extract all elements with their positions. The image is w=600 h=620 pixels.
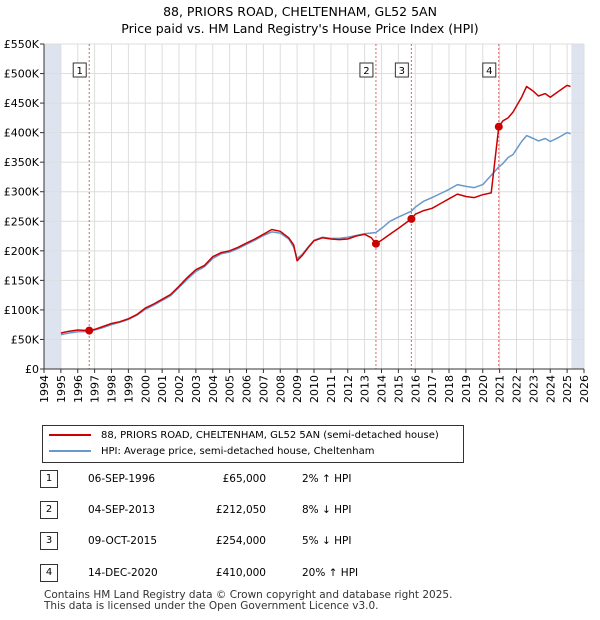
sale-label: 3: [399, 66, 405, 77]
y-tick-label: £0: [25, 363, 39, 376]
transaction-hpi-diff: 5% ↓ HPI: [302, 535, 352, 547]
x-tick-label: 2026: [578, 375, 591, 403]
sale-label-box: [72, 62, 87, 78]
transaction-price: £65,000: [222, 473, 266, 485]
series-line-property: [60, 84, 571, 334]
x-tick-label: 2000: [139, 375, 152, 403]
x-tick-label: 2010: [308, 375, 321, 403]
y-tick-label: £150K: [4, 274, 40, 287]
x-tick-label: 1998: [106, 375, 119, 403]
y-tick-label: £450K: [4, 97, 40, 110]
x-tick-label: 2004: [207, 375, 220, 403]
x-tick-label: 1996: [72, 375, 85, 403]
x-tick-label: 2011: [325, 375, 338, 403]
transaction-hpi-diff: 20% ↑ HPI: [302, 567, 359, 579]
x-tick-label: 2016: [409, 375, 422, 403]
y-tick-label: £300K: [4, 186, 40, 199]
sale-label: 4: [486, 66, 492, 77]
sale-point: [407, 214, 416, 223]
x-tick-label: 2019: [460, 375, 473, 403]
shaded-range: [571, 44, 584, 369]
x-tick-label: 2013: [359, 375, 372, 403]
x-tick-label: 2024: [544, 375, 557, 403]
legend-label-hpi: HPI: Average price, semi-detached house,…: [101, 446, 375, 457]
sale-point: [494, 122, 503, 131]
x-tick-label: 2002: [173, 375, 186, 403]
legend-item-property: 88, PRIORS ROAD, CHELTENHAM, GL52 5AN (s…: [49, 430, 439, 441]
y-tick-label: £400K: [4, 127, 40, 140]
table-row: 1 06-SEP-1996 £65,000 2% ↑ HPI: [40, 470, 460, 490]
y-tick-label: £350K: [4, 156, 40, 169]
sale-label-box: [394, 62, 409, 78]
sale-label-box: [359, 62, 374, 78]
x-tick-label: 1999: [122, 375, 135, 403]
x-tick-label: 2005: [224, 375, 237, 403]
sale-point: [371, 239, 380, 248]
footer-license: This data is licensed under the Open Gov…: [44, 600, 379, 612]
legend-item-hpi: HPI: Average price, semi-detached house,…: [49, 446, 374, 457]
legend-label-property: 88, PRIORS ROAD, CHELTENHAM, GL52 5AN (s…: [101, 430, 439, 441]
sale-label-box: [482, 62, 497, 78]
transaction-number: 4: [40, 564, 58, 582]
y-tick-label: £100K: [4, 304, 40, 317]
transaction-date: 14-DEC-2020: [88, 567, 158, 579]
x-tick-label: 1995: [55, 375, 68, 403]
y-tick-label: £50K: [11, 333, 40, 346]
transaction-date: 04-SEP-2013: [88, 504, 156, 516]
x-tick-label: 2017: [426, 375, 439, 403]
x-tick-label: 1997: [89, 375, 102, 403]
transaction-number: 1: [40, 470, 58, 488]
transaction-price: £254,000: [215, 535, 266, 547]
x-tick-label: 2012: [342, 375, 355, 403]
table-row: 2 04-SEP-2013 £212,050 8% ↓ HPI: [40, 501, 460, 521]
x-tick-label: 2022: [511, 375, 524, 403]
x-tick-label: 2018: [443, 375, 456, 403]
transaction-date: 06-SEP-1996: [88, 473, 156, 485]
y-tick-label: £200K: [4, 245, 40, 258]
x-tick-label: 2007: [257, 375, 270, 403]
x-tick-label: 2014: [376, 375, 389, 403]
transaction-number: 2: [40, 501, 58, 519]
transaction-hpi-diff: 8% ↓ HPI: [302, 504, 352, 516]
x-tick-label: 2015: [392, 375, 405, 403]
footer: Contains HM Land Registry data © Crown c…: [44, 590, 452, 612]
transaction-price: £410,000: [215, 567, 266, 579]
transaction-number: 3: [40, 532, 58, 550]
transaction-date: 09-OCT-2015: [88, 535, 157, 547]
x-tick-label: 1994: [38, 375, 51, 403]
price-chart: 1 2 3 4 £0 £50K £100K £150K £200K £250K £300K £350…: [4, 38, 591, 403]
x-tick-label: 2003: [190, 375, 203, 403]
sale-label: 2: [363, 66, 369, 77]
x-tick-label: 2020: [477, 375, 490, 403]
x-tick-label: 2023: [527, 375, 540, 403]
footer-copyright: Contains HM Land Registry data © Crown c…: [44, 589, 453, 601]
chart-title: 88, PRIORS ROAD, CHELTENHAM, GL52 5AN: [163, 4, 437, 19]
chart-subtitle: Price paid vs. HM Land Registry's House …: [121, 21, 479, 36]
table-row: 3 09-OCT-2015 £254,000 5% ↓ HPI: [40, 532, 460, 552]
transaction-price: £212,050: [215, 504, 266, 516]
legend-line-property: [49, 434, 91, 436]
shaded-range: [44, 44, 61, 369]
y-tick-label: £250K: [4, 215, 40, 228]
x-tick-label: 2025: [561, 375, 574, 403]
sale-point: [85, 326, 94, 335]
x-tick-label: 2006: [241, 375, 254, 403]
transaction-hpi-diff: 2% ↑ HPI: [302, 473, 352, 485]
sale-label: 1: [77, 66, 83, 77]
legend-line-hpi: [49, 450, 91, 452]
x-tick-label: 2001: [156, 375, 169, 403]
x-tick-label: 2021: [494, 375, 507, 403]
table-row: 4 14-DEC-2020 £410,000 20% ↑ HPI: [40, 564, 460, 584]
y-tick-label: £550K: [4, 38, 40, 51]
y-tick-label: £500K: [4, 68, 40, 81]
x-tick-label: 2009: [291, 375, 304, 403]
legend: 88, PRIORS ROAD, CHELTENHAM, GL52 5AN (s…: [42, 425, 464, 463]
x-tick-label: 2008: [274, 375, 287, 403]
